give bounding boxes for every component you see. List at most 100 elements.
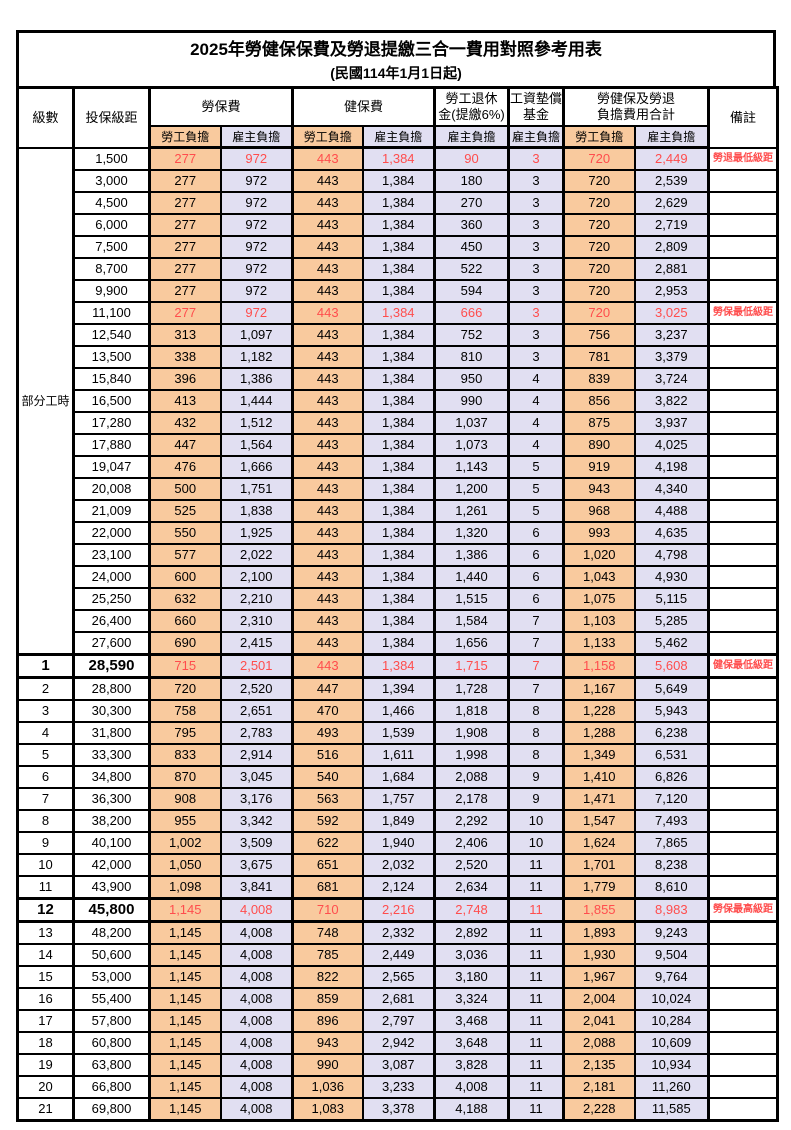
remark-cell [707,411,779,435]
value-cell-合計-雇主負擔: 5,608 [633,653,710,679]
value-cell-勞保費-雇主負擔: 3,675 [219,853,294,877]
value-cell-勞工退休金-雇主負擔: 1,320 [433,521,510,545]
remark-cell [707,1009,779,1033]
value-cell-健保費-勞工負擔: 493 [291,721,364,745]
value-cell-勞工退休金-雇主負擔: 2,178 [433,787,510,811]
value-cell-工資墊償基金-雇主負擔: 11 [507,920,565,945]
value-cell-合計-雇主負擔: 8,610 [633,875,710,900]
table-row: 21 69,800 1,145 4,008 1,083 3,378 4,188 11 2,228… [16,1097,779,1122]
value-cell-勞工退休金-雇主負擔: 1,200 [433,477,510,501]
bracket-cell: 3,000 [72,169,151,193]
bracket-cell: 33,300 [72,743,151,767]
value-cell-工資墊償基金-雇主負擔: 3 [507,169,565,193]
value-cell-合計-雇主負擔: 5,649 [633,676,710,701]
value-cell-健保費-勞工負擔: 943 [291,1031,364,1055]
value-cell-健保費-勞工負擔: 443 [291,301,364,325]
header-wage-fund-line2: 基金 [523,107,550,122]
value-cell-合計-勞工負擔: 1,158 [562,653,636,679]
value-cell-勞保費-雇主負擔: 2,210 [219,587,294,611]
value-cell-勞保費-勞工負擔: 1,145 [148,1053,222,1077]
value-cell-合計-雇主負擔: 6,531 [633,743,710,767]
value-cell-勞保費-雇主負擔: 1,386 [219,367,294,391]
value-cell-勞保費-雇主負擔: 2,914 [219,743,294,767]
value-cell-健保費-勞工負擔: 443 [291,279,364,303]
value-cell-健保費-雇主負擔: 2,565 [361,965,436,989]
table-row: 12,540 313 1,097 443 1,384 752 3 756 3,237 [18,323,779,347]
value-cell-健保費-勞工負擔: 592 [291,809,364,833]
value-cell-健保費-雇主負擔: 1,384 [361,389,436,413]
remark-cell [707,699,779,723]
value-cell-勞保費-雇主負擔: 2,022 [219,543,294,567]
remark-cell [707,433,779,457]
header-wage-fund-line1: 工資墊償 [510,91,563,106]
value-cell-合計-勞工負擔: 1,855 [562,897,636,923]
level-cell: 2 [16,676,75,701]
bracket-cell: 21,009 [72,499,151,523]
value-cell-健保費-勞工負擔: 785 [291,943,364,967]
bracket-cell: 34,800 [72,765,151,789]
value-cell-合計-勞工負擔: 1,701 [562,853,636,877]
table-header: 級數 投保級距 勞保費 健保費 勞工退休 金(提繳6%) 工資墊償 基金 勞健保及勞… [16,86,779,149]
level-cell: 1 [16,653,75,679]
value-cell-合計-雇主負擔: 10,934 [633,1053,710,1077]
value-cell-合計-雇主負擔: 4,340 [633,477,710,501]
bracket-cell: 17,280 [72,411,151,435]
value-cell-合計-勞工負擔: 1,020 [562,543,636,567]
value-cell-合計-雇主負擔: 5,943 [633,699,710,723]
table-row: 1 28,590 715 2,501 443 1,384 1,715 7 1,158 5,608 健… [16,653,779,679]
value-cell-勞保費-雇主負擔: 4,008 [219,920,294,945]
value-cell-合計-勞工負擔: 720 [562,301,636,325]
remark-cell: 勞保最低級距 [707,301,779,325]
value-cell-勞保費-勞工負擔: 277 [148,301,222,325]
bracket-cell: 27,600 [72,631,151,656]
remark-cell [707,831,779,855]
value-cell-勞保費-雇主負擔: 972 [219,146,294,171]
level-cell: 21 [16,1097,75,1122]
value-cell-勞保費-雇主負擔: 1,666 [219,455,294,479]
table-row: 21,009 525 1,838 443 1,384 1,261 5 968 4,488 [18,499,779,523]
value-cell-合計-雇主負擔: 4,198 [633,455,710,479]
value-cell-健保費-勞工負擔: 443 [291,521,364,545]
value-cell-工資墊償基金-雇主負擔: 10 [507,809,565,833]
bracket-cell: 23,100 [72,543,151,567]
value-cell-合計-勞工負擔: 1,547 [562,809,636,833]
table-row: 7,500 277 972 443 1,384 450 3 720 2,809 [18,235,779,259]
table-row: 14 50,600 1,145 4,008 785 2,449 3,036 11 1,930 9,… [16,943,779,967]
value-cell-工資墊償基金-雇主負擔: 3 [507,345,565,369]
value-cell-健保費-雇主負擔: 2,797 [361,1009,436,1033]
value-cell-勞保費-雇主負擔: 2,310 [219,609,294,633]
remark-cell [707,235,779,259]
table-row: 12 45,800 1,145 4,008 710 2,216 2,748 11 1,855 8,… [16,897,779,923]
value-cell-勞保費-雇主負擔: 972 [219,191,294,215]
value-cell-健保費-雇主負擔: 1,384 [361,609,436,633]
value-cell-勞工退休金-雇主負擔: 2,634 [433,875,510,900]
table-row: 16 55,400 1,145 4,008 859 2,681 3,324 11 2,004 10… [16,987,779,1011]
table-row: 26,400 660 2,310 443 1,384 1,584 7 1,103 5,285 [18,609,779,633]
value-cell-合計-雇主負擔: 9,764 [633,965,710,989]
value-cell-勞保費-雇主負擔: 4,008 [219,965,294,989]
bracket-cell: 16,500 [72,389,151,413]
level-cell: 6 [16,765,75,789]
value-cell-工資墊償基金-雇主負擔: 3 [507,191,565,215]
value-cell-勞保費-勞工負擔: 577 [148,543,222,567]
bracket-cell: 66,800 [72,1075,151,1099]
value-cell-勞工退休金-雇主負擔: 1,998 [433,743,510,767]
table-row: 17 57,800 1,145 4,008 896 2,797 3,468 11 2,041 10… [16,1009,779,1033]
value-cell-勞保費-勞工負擔: 632 [148,587,222,611]
table-row: 6,000 277 972 443 1,384 360 3 720 2,719 [18,213,779,237]
value-cell-健保費-勞工負擔: 443 [291,587,364,611]
value-cell-工資墊償基金-雇主負擔: 11 [507,1097,565,1122]
value-cell-工資墊償基金-雇主負擔: 11 [507,875,565,900]
level-cell: 18 [16,1031,75,1055]
value-cell-勞保費-勞工負擔: 432 [148,411,222,435]
value-cell-合計-勞工負擔: 839 [562,367,636,391]
table-row: 3 30,300 758 2,651 470 1,466 1,818 8 1,228 5,943 [16,699,779,723]
value-cell-勞保費-勞工負擔: 550 [148,521,222,545]
remark-cell [707,631,779,656]
bracket-cell: 13,500 [72,345,151,369]
value-cell-健保費-勞工負擔: 1,083 [291,1097,364,1122]
value-cell-勞工退休金-雇主負擔: 522 [433,257,510,281]
bracket-cell: 42,000 [72,853,151,877]
subheader-total-employer: 雇主負擔 [633,125,710,149]
level-cell: 19 [16,1053,75,1077]
